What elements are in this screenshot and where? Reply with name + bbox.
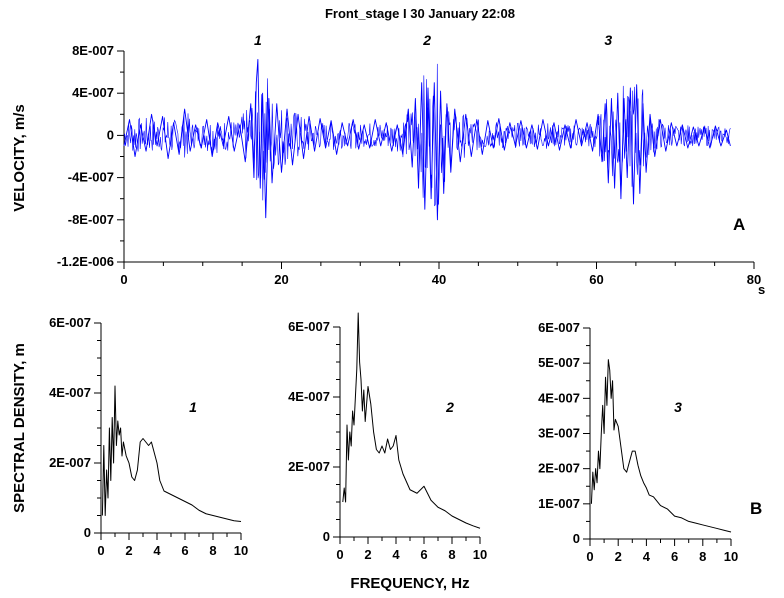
spectrum-3-y-tick-label: 6E-007 <box>538 320 580 335</box>
velocity-x-unit: s <box>758 282 765 297</box>
velocity-y-tick-label: -8E-007 <box>68 212 114 227</box>
event-label-1: 1 <box>254 32 262 48</box>
spectrum-1-y-tick-label: 0 <box>84 525 91 540</box>
spectrum-3-x-tick-label: 4 <box>643 549 651 564</box>
spectrum-3-y-tick-label: 5E-007 <box>538 355 580 370</box>
spectrum-3-y-tick-label: 3E-007 <box>538 426 580 441</box>
spectrum-3-x-tick-label: 8 <box>699 549 706 564</box>
velocity-y-tick-label: -4E-007 <box>68 170 114 185</box>
spectrum-1-x-tick-label: 10 <box>234 543 248 558</box>
velocity-series-line <box>123 58 731 221</box>
velocity-x-tick-label: 60 <box>589 272 603 287</box>
spectrum-3-y-tick-label: 1E-007 <box>538 496 580 511</box>
spectrum-3-x-tick-label: 6 <box>671 549 678 564</box>
spectrum-1-x-tick-label: 2 <box>125 543 132 558</box>
velocity-x-tick-label: 40 <box>432 272 446 287</box>
spectrum-3-y-tick-label: 4E-007 <box>538 390 580 405</box>
spectrum-1-series-line <box>101 385 242 522</box>
spectrum-3-series-label: 3 <box>674 399 682 415</box>
spectrum-2-y-tick-label: 4E-007 <box>288 389 330 404</box>
velocity-y-axis-label: VELOCITY, m/s <box>11 104 28 212</box>
spectrum-2-x-tick-label: 2 <box>364 547 371 562</box>
panel-b-label: B <box>750 499 762 518</box>
spectrum-3-x-tick-label: 0 <box>586 549 593 564</box>
spectrum-2-y-tick-label: 6E-007 <box>288 319 330 334</box>
velocity-trace-detail <box>123 63 731 207</box>
velocity-y-tick-label: 0 <box>107 127 114 142</box>
velocity-chart: VELOCITY, m/s s A -1.2E-006 -8E-007 -4E-00… <box>11 32 765 297</box>
spectrum-3-x-tick-label: 10 <box>724 549 738 564</box>
spectrum-1-x-tick-label: 4 <box>153 543 161 558</box>
spectrum-2-x-tick-label: 8 <box>448 547 455 562</box>
spectrum-1-y-tick-label: 2E-007 <box>49 455 91 470</box>
spectrum-3-y-tick-label: 0 <box>573 531 580 546</box>
spectrum-2-series-line <box>342 312 481 529</box>
spectrum-2-series-label: 2 <box>445 399 454 415</box>
spectrum-1-y-tick-label: 6E-007 <box>49 315 91 330</box>
spectrum-3-series-line <box>590 359 732 533</box>
spectrum-2-x-tick-label: 0 <box>336 547 343 562</box>
spectral-density-y-axis-label: SPECTRAL DENSITY, m <box>11 343 28 513</box>
spectrum-2-y-tick-label: 2E-007 <box>288 459 330 474</box>
velocity-y-tick-label: 8E-007 <box>72 43 114 58</box>
spectrum-3-y-tick-label: 2E-007 <box>538 461 580 476</box>
velocity-x-tick-label: 80 <box>747 272 761 287</box>
spectra-chart-group: SPECTRAL DENSITY, m FREQUENCY, Hz B 0 2E-… <box>11 312 762 592</box>
spectrum-2-x-tick-label: 4 <box>392 547 400 562</box>
spectrum-1-series-label: 1 <box>189 399 197 415</box>
spectrum-2-x-tick-label: 6 <box>420 547 427 562</box>
spectrum-1-x-tick-label: 6 <box>181 543 188 558</box>
event-label-2: 2 <box>422 32 431 48</box>
spectrum-1-x-tick-label: 0 <box>97 543 104 558</box>
velocity-x-tick-label: 0 <box>120 272 127 287</box>
velocity-y-tick-label: -1.2E-006 <box>57 254 114 269</box>
panel-a-label: A <box>733 215 745 234</box>
velocity-y-tick-label: 4E-007 <box>72 85 114 100</box>
frequency-x-axis-label: FREQUENCY, Hz <box>350 575 469 592</box>
spectrum-3-x-tick-label: 2 <box>615 549 622 564</box>
figure-title: Front_stage I 30 January 22:08 <box>325 6 515 21</box>
velocity-x-tick-label: 20 <box>274 272 288 287</box>
spectrum-1-y-tick-label: 4E-007 <box>49 385 91 400</box>
spectrum-2-x-tick-label: 10 <box>473 547 487 562</box>
spectrum-1-x-tick-label: 8 <box>209 543 216 558</box>
spectrum-2-y-tick-label: 0 <box>323 529 330 544</box>
event-label-3: 3 <box>604 32 612 48</box>
